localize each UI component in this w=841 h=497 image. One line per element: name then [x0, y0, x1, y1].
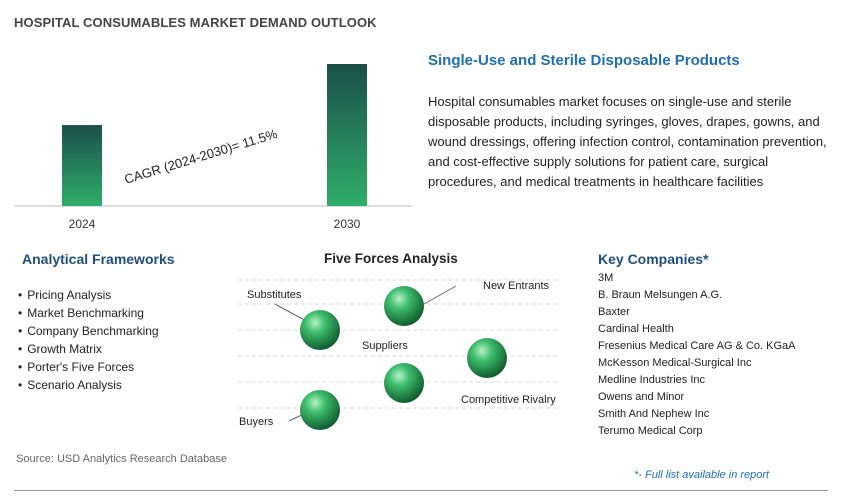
company-item: 3M: [598, 272, 614, 284]
company-item: Cardinal Health: [598, 323, 674, 335]
framework-item: Porter's Five Forces: [18, 358, 159, 376]
company-item: Baxter: [598, 306, 630, 318]
x-tick-label-2024: 2024: [69, 217, 96, 231]
company-item: Smith And Nephew Inc: [598, 408, 710, 420]
product-title: Single-Use and Sterile Disposable Produc…: [428, 52, 740, 69]
company-item: Owens and Minor: [598, 391, 685, 403]
company-item: McKesson Medical-Surgical Inc: [598, 357, 752, 369]
product-description: Hospital consumables market focuses on s…: [428, 94, 827, 189]
framework-item: Scenario Analysis: [18, 376, 159, 394]
key-companies-list: 3M B. Braun Melsungen A.G. Baxter Cardin…: [598, 270, 795, 440]
bar-2030: [327, 64, 367, 206]
new-entrants-label: New Entrants: [483, 280, 550, 292]
substitutes-label: Substitutes: [247, 289, 302, 301]
company-item: Fresenius Medical Care AG & Co. KGaA: [598, 340, 796, 352]
bar-2024: [62, 125, 102, 206]
company-item: Medline Industries Inc: [598, 374, 705, 386]
bar-chart-svg: 2024 2030 CAGR (2024-2030)= 11.5%: [14, 64, 412, 231]
competitive-rivalry-label: Competitive Rivalry: [461, 394, 556, 406]
page-title: HOSPITAL CONSUMABLES MARKET DEMAND OUTLO…: [14, 15, 377, 30]
five-forces-title: Five Forces Analysis: [324, 251, 458, 266]
source-note: Source: USD Analytics Research Database: [16, 453, 227, 465]
framework-item: Market Benchmarking: [18, 304, 159, 322]
suppliers-sphere-icon: [384, 363, 424, 403]
framework-item: Growth Matrix: [18, 340, 159, 358]
substitutes-sphere-icon: [300, 310, 340, 350]
analytical-frameworks-list: Pricing Analysis Market Benchmarking Com…: [18, 286, 159, 394]
five-forces-diagram: Substitutes New Entrants Suppliers Compe…: [238, 279, 560, 430]
cagr-annotation: CAGR (2024-2030)= 11.5%: [122, 126, 279, 187]
framework-item: Pricing Analysis: [18, 286, 159, 304]
framework-item: Company Benchmarking: [18, 322, 158, 340]
buyers-sphere-icon: [300, 390, 340, 430]
analytical-frameworks-title: Analytical Frameworks: [22, 251, 175, 267]
suppliers-label: Suppliers: [362, 340, 408, 352]
x-tick-label-2030: 2030: [334, 217, 361, 231]
company-item: B. Braun Melsungen A.G.: [598, 289, 723, 301]
company-item: Terumo Medical Corp: [598, 425, 703, 437]
competitive-rivalry-sphere-icon: [467, 338, 507, 378]
buyers-label: Buyers: [239, 416, 274, 428]
new-entrants-sphere-icon: [384, 286, 424, 326]
key-companies-title: Key Companies*: [598, 251, 709, 267]
demand-bar-chart: 2024 2030 CAGR (2024-2030)= 11.5%: [14, 38, 414, 238]
bottom-divider: [14, 490, 828, 491]
full-list-footnote: *- Full list available in report: [634, 469, 770, 481]
